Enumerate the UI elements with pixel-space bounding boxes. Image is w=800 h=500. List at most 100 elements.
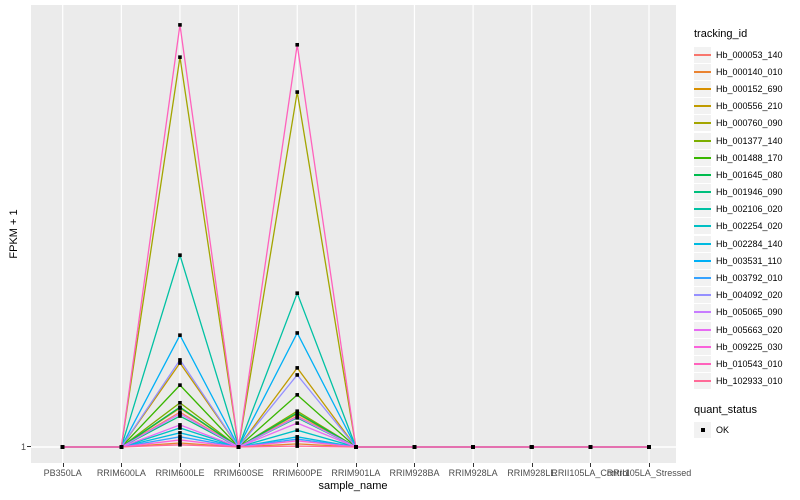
legend-quant-row: OK [694,422,800,439]
legend-key-swatch [694,373,711,390]
legend-entry-label: Hb_000053_140 [716,49,783,60]
x-label-RRIM928LE: RRIM928LE [507,468,557,478]
data-point [295,439,300,443]
y-axis-title: FPKM + 1 [8,209,20,259]
legend-key-swatch [694,166,711,183]
data-point [178,401,182,405]
line-swatch-icon [694,139,711,142]
legend-entry-label: Hb_002254_020 [716,221,783,232]
data-point [295,428,300,433]
data-point [295,373,300,377]
quant-ok-key [694,422,711,439]
line-swatch-icon [694,328,711,331]
data-point [295,42,300,47]
x-tick-mark [531,463,533,467]
x-tick-mark [590,463,592,467]
plot-svg [31,5,676,463]
legend-key-swatch [694,321,711,338]
legend-key-swatch [694,338,711,355]
data-point [178,405,182,410]
data-point [60,445,65,449]
legend-entry-Hb_002284_140: Hb_002284_140 [694,235,800,252]
line-swatch-icon [694,87,711,90]
legend-key-swatch [694,115,711,132]
legend-key-swatch [694,149,711,166]
legend-entry-label: Hb_002284_140 [716,238,783,249]
legend-key-swatch [694,184,711,201]
legend-entry-Hb_001377_140: Hb_001377_140 [694,132,800,149]
legend-key-swatch [694,287,711,304]
x-axis-title: sample_name [318,480,388,492]
legend-quant-title: quant_status [694,403,757,416]
legend-key-swatch [694,201,711,218]
legend-entry-label: Hb_001488_170 [716,152,783,163]
data-point [412,445,417,449]
legend-key-swatch [694,355,711,372]
data-point [295,411,300,415]
line-swatch-icon [694,362,711,365]
x-tick-mark [414,463,416,467]
data-point [295,366,300,370]
x-tick-mark [238,463,240,467]
legend: tracking_id Hb_000053_140 Hb_000140_010 Hb… [694,28,800,439]
x-tick-mark [62,463,64,467]
line-swatch-icon [694,380,711,383]
legend-tracking-entries: Hb_000053_140 Hb_000140_010 Hb_000152_690 H… [694,46,800,390]
legend-entry-Hb_001645_080: Hb_001645_080 [694,166,800,183]
x-label-RRIM600SE: RRIM600SE [213,468,264,478]
y-tick-label: 1 [20,442,26,452]
x-label-RRII105LA_Control: RRII105LA_Control [551,468,630,478]
line-swatch-icon [694,156,711,159]
legend-entry-Hb_001488_170: Hb_001488_170 [694,149,800,166]
line-swatch-icon [694,345,711,348]
legend-quant-ok-label: OK [716,425,730,436]
data-point [295,442,300,446]
x-label-RRIM600PE: RRIM600PE [272,468,323,478]
legend-entry-Hb_001946_090: Hb_001946_090 [694,184,800,201]
legend-entry-label: Hb_001377_140 [716,135,783,146]
x-tick-mark [649,463,650,467]
legend-entry-label: Hb_000760_090 [716,118,783,129]
data-point [178,442,182,447]
line-swatch-icon [694,225,711,228]
legend-entry-Hb_002106_020: Hb_002106_020 [694,201,800,218]
legend-key-swatch [694,98,711,115]
legend-entry-label: Hb_004092_020 [716,290,783,301]
data-point [295,291,300,295]
data-point [119,445,124,449]
legend-key-swatch [694,252,711,269]
legend-entry-label: Hb_005663_020 [716,324,783,335]
line-swatch-icon [694,191,711,194]
data-point [178,414,182,418]
legend-entry-label: Hb_102933_010 [716,376,783,387]
legend-entry-label: Hb_009225_030 [716,341,783,352]
legend-entry-label: Hb_000556_210 [716,101,783,112]
legend-entry-label: Hb_002106_020 [716,204,783,215]
x-tick-mark [121,463,123,467]
line-swatch-icon [694,242,711,245]
legend-entry-Hb_002254_020: Hb_002254_020 [694,218,800,235]
legend-entry-label: Hb_003792_010 [716,273,783,284]
line-swatch-icon [694,208,711,211]
legend-entry-Hb_005065_090: Hb_005065_090 [694,304,800,321]
black-square-point-icon [700,428,705,433]
legend-entry-Hb_000152_690: Hb_000152_690 [694,80,800,97]
plot-panel [31,5,676,463]
x-label-PB350LA: PB350LA [43,468,82,478]
x-tick-mark [179,463,181,467]
legend-key-swatch [694,63,711,80]
data-point [178,358,182,362]
legend-gap [694,390,800,404]
legend-entry-label: Hb_001645_080 [716,169,783,180]
data-point [295,331,300,335]
data-point [178,438,182,442]
data-point [178,426,182,430]
data-point [647,445,651,449]
line-swatch-icon [694,70,711,73]
legend-entry-label: Hb_000140_010 [716,66,783,77]
legend-key-swatch [694,132,711,149]
legend-entry-Hb_010543_010: Hb_010543_010 [694,355,800,372]
data-point [178,361,182,365]
data-point [295,393,300,397]
